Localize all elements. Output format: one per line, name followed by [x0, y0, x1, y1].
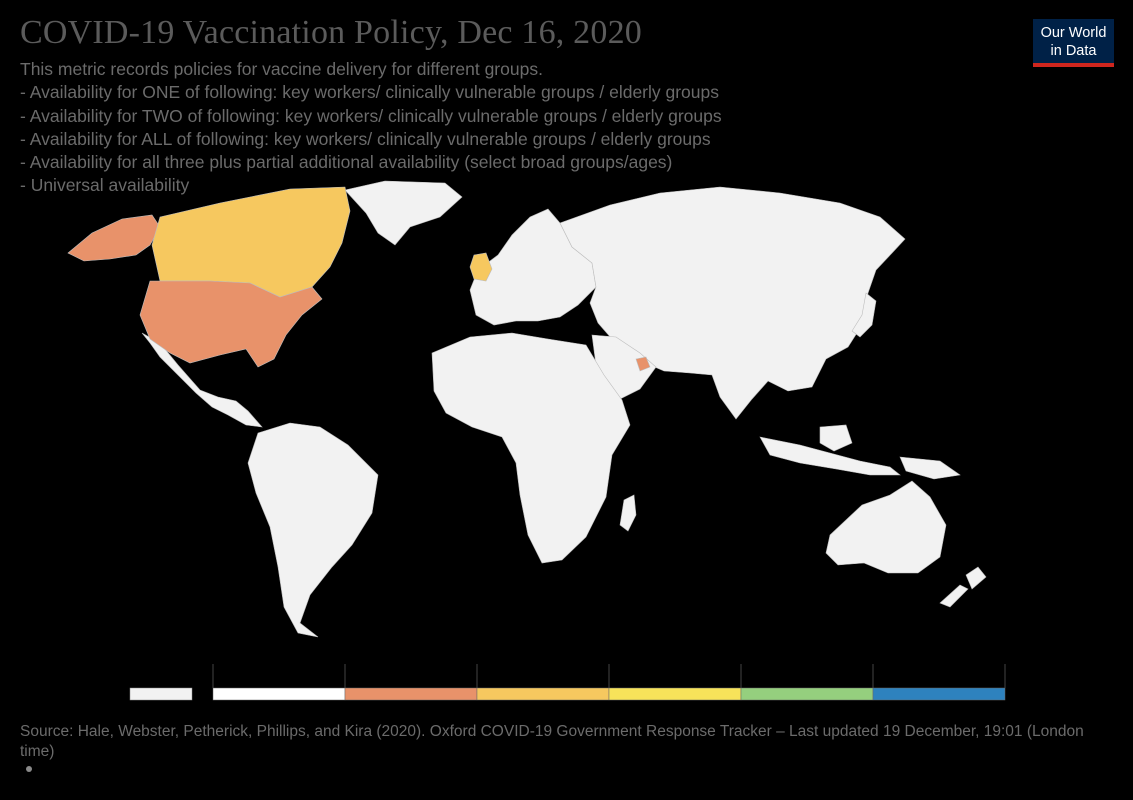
landmass-greenland[interactable]: [344, 180, 463, 246]
landmass-mexico-central-america[interactable]: [141, 332, 263, 428]
chart-title: COVID-19 Vaccination Policy, Dec 16, 202…: [20, 14, 642, 51]
legend-bin-3[interactable]: [608, 687, 742, 701]
subtitle-line: - Availability for TWO of following: key…: [20, 105, 722, 126]
subtitle-line: - Availability for all three plus partia…: [20, 152, 673, 173]
region-alaska[interactable]: [67, 214, 161, 262]
chart-subtitle: This metric records policies for vaccine…: [20, 58, 1020, 198]
owid-logo[interactable]: Our World in Data: [1033, 19, 1114, 67]
landmass-south-america[interactable]: [247, 422, 379, 638]
landmass-new-guinea[interactable]: [899, 456, 961, 480]
color-legend[interactable]: [120, 660, 1020, 705]
region-united-arab-emirates[interactable]: [635, 356, 651, 372]
legend-bin-4[interactable]: [740, 687, 874, 701]
subtitle-line: - Universal availability: [20, 175, 190, 196]
landmass-africa[interactable]: [431, 332, 631, 564]
legend-bin-1[interactable]: [344, 687, 478, 701]
legend-bin-0[interactable]: [212, 687, 346, 701]
landmass-australia[interactable]: [825, 480, 947, 574]
landmass-japan[interactable]: [851, 292, 877, 338]
map-landmasses: [67, 180, 987, 638]
legend-no-data-swatch[interactable]: [129, 687, 193, 701]
logo-line-1: Our World: [1040, 25, 1107, 41]
source-note: Source: Hale, Webster, Petherick, Philli…: [20, 723, 1084, 760]
landmass-new-zealand[interactable]: [965, 566, 987, 590]
subtitle-line: - Availability for ONE of following: key…: [20, 82, 720, 103]
landmass-indonesia[interactable]: [759, 436, 901, 476]
region-canada[interactable]: [151, 186, 351, 298]
world-map[interactable]: [0, 175, 1133, 645]
legend-bin-2[interactable]: [476, 687, 610, 701]
logo-line-2: in Data: [1050, 43, 1097, 59]
legend-bin-5[interactable]: [872, 687, 1006, 701]
dot-marker: [26, 766, 32, 772]
subtitle-line: - Availability for ALL of following: key…: [20, 128, 711, 149]
region-united-states[interactable]: [139, 280, 323, 368]
landmass-new-zealand-south[interactable]: [939, 584, 969, 608]
region-united-kingdom[interactable]: [469, 252, 493, 282]
landmass-madagascar[interactable]: [619, 494, 637, 532]
landmass-borneo[interactable]: [819, 424, 853, 452]
subtitle-line: This metric records policies for vaccine…: [20, 59, 543, 79]
